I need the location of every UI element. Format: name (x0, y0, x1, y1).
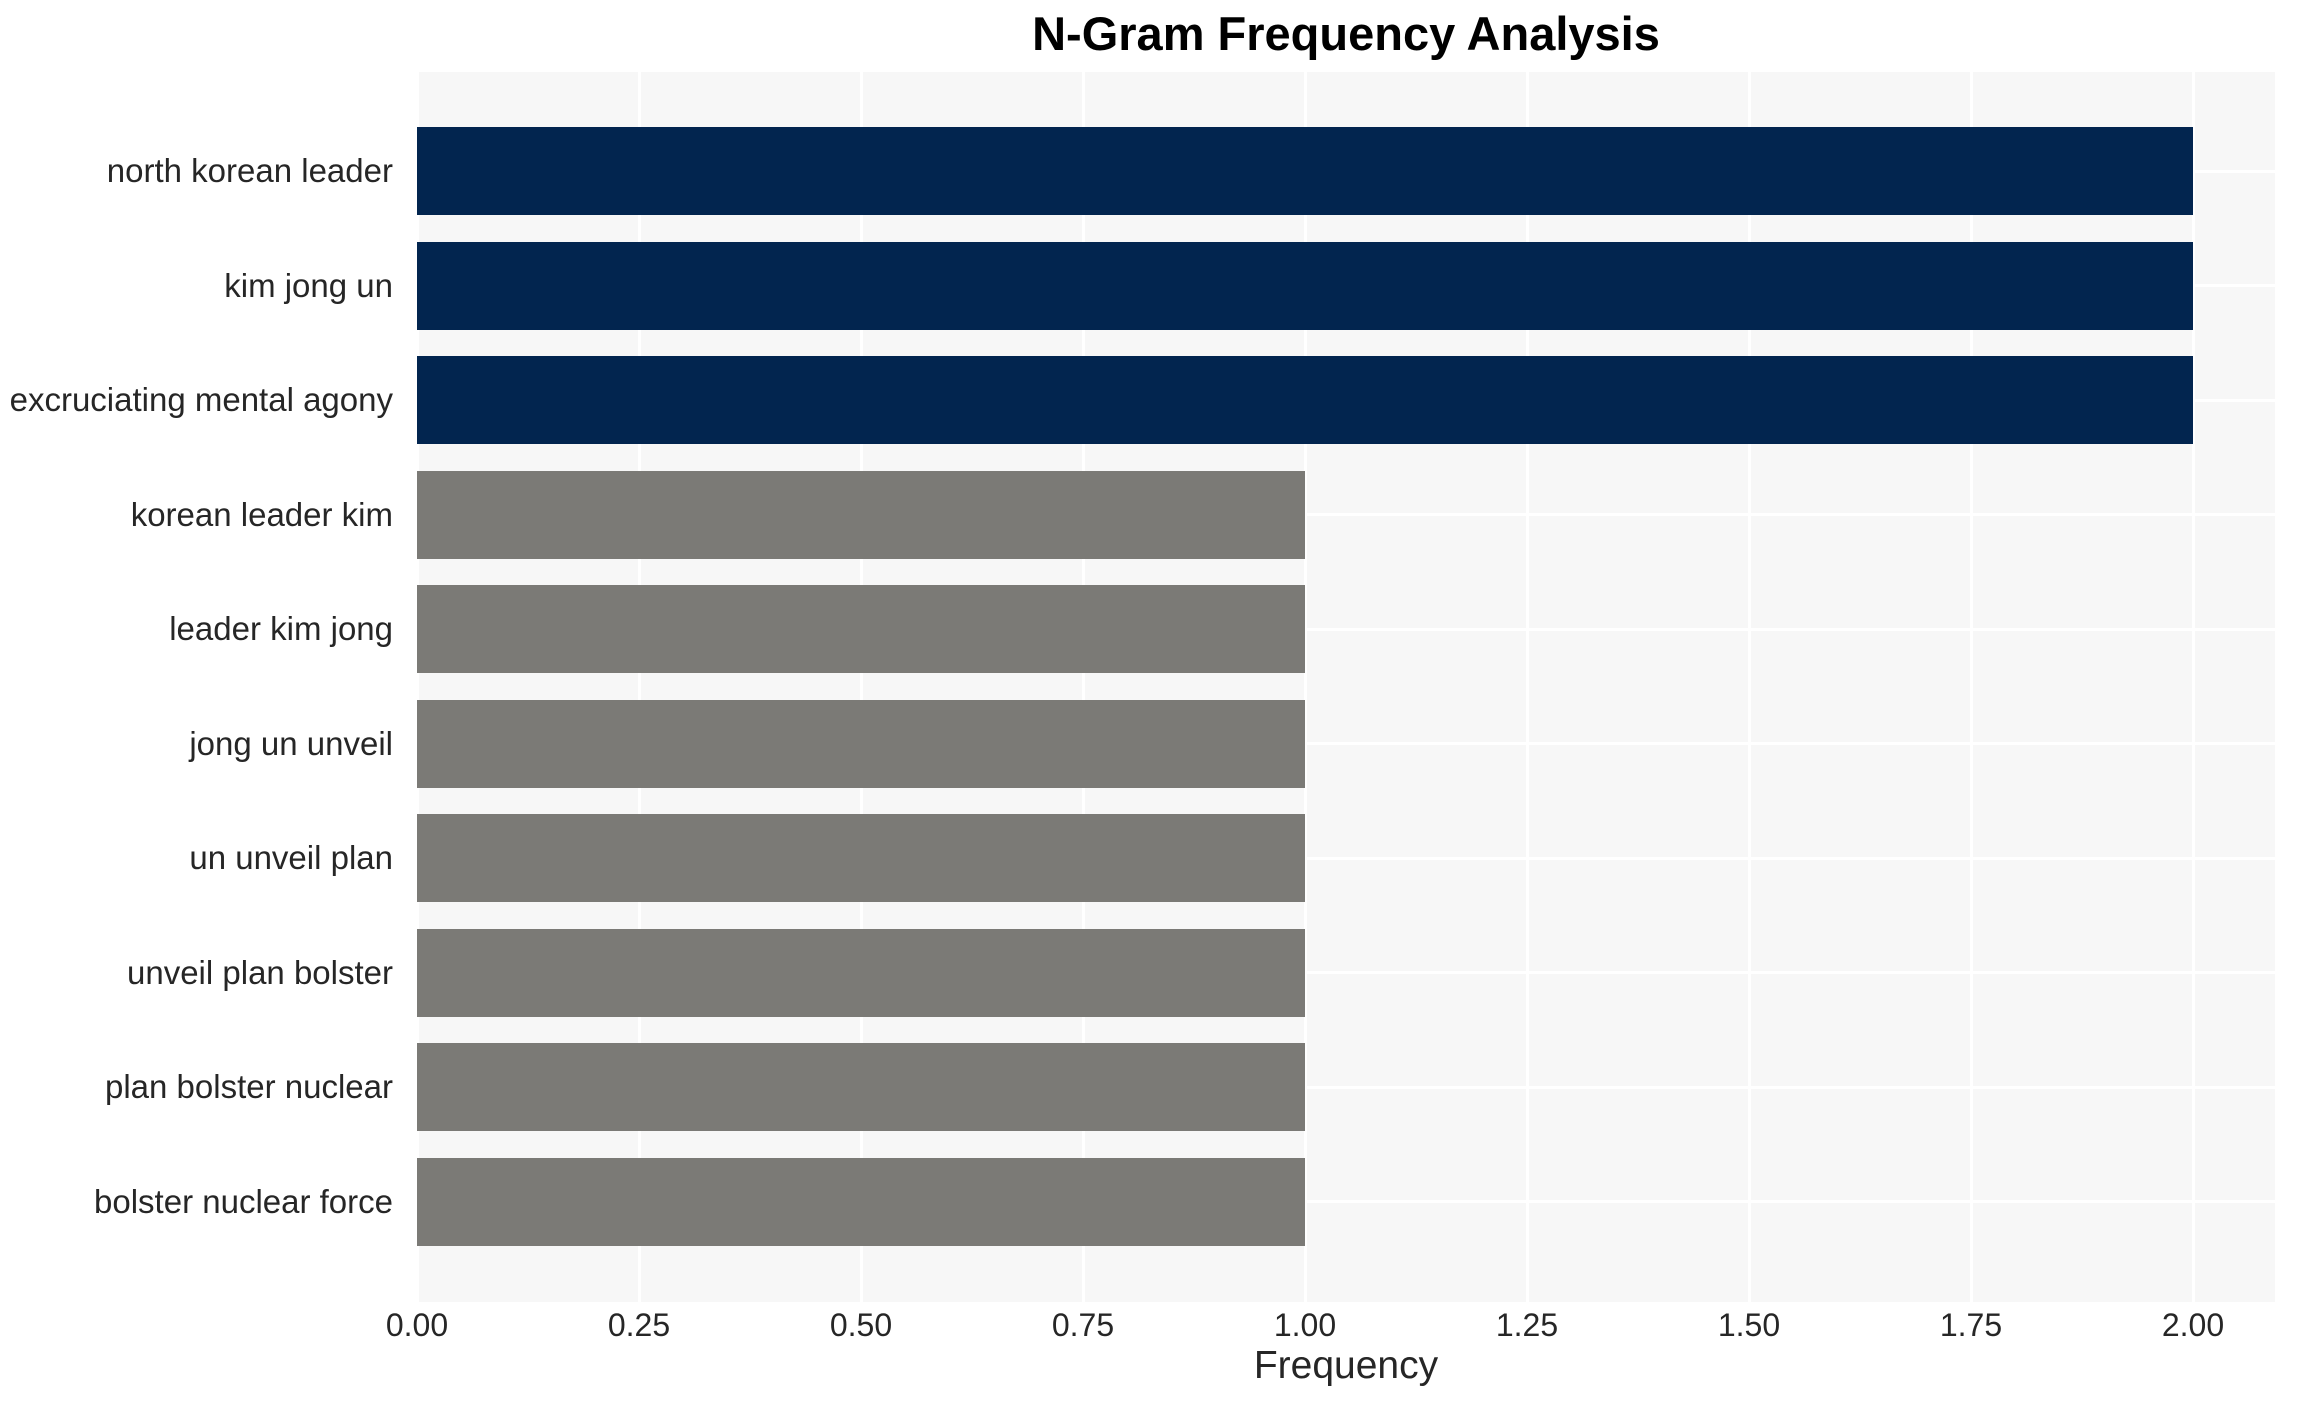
bar (417, 814, 1305, 902)
vertical-gridline (1525, 72, 1529, 1302)
horizontal-gridline (417, 742, 2275, 745)
x-tick-label: 1.75 (1939, 1307, 2003, 1343)
bar (417, 241, 2193, 330)
x-tick-label: 1.00 (1273, 1307, 1337, 1343)
vertical-gridline (2191, 72, 2195, 1302)
category-label: leader kim jong (169, 610, 393, 647)
x-tick-label: 0.25 (607, 1307, 671, 1343)
horizontal-gridline (417, 856, 2275, 860)
horizontal-gridline (417, 627, 2275, 631)
plot-area (417, 72, 2275, 1302)
vertical-gridline (1303, 72, 1307, 1302)
vertical-gridline (859, 72, 863, 1302)
category-label: plan bolster nuclear (104, 1068, 393, 1105)
bar (417, 1043, 1305, 1131)
category-label: north korean leader (106, 152, 393, 189)
bar (417, 356, 2193, 444)
horizontal-gridline (417, 513, 2275, 516)
x-axis-title: Frequency (1253, 1344, 1439, 1387)
category-label: unveil plan bolster (127, 953, 393, 991)
vertical-gridline (1747, 72, 1751, 1302)
bar (417, 699, 1305, 788)
vertical-gridline (417, 72, 419, 1302)
x-tick-label: 2.00 (2161, 1307, 2225, 1343)
horizontal-gridline (417, 1085, 2275, 1089)
horizontal-gridline (417, 1200, 2275, 1203)
chart-title: N-Gram Frequency Analysis (1032, 7, 1660, 60)
bar (417, 928, 1305, 1017)
category-label: jong un unveil (189, 724, 393, 762)
bar (417, 470, 1305, 559)
vertical-gridline (1969, 72, 1973, 1302)
category-label: kim jong un (224, 266, 393, 304)
y-axis-labels: north korean leader kim jong un excruciati… (0, 72, 405, 1302)
x-tick-label: 0.50 (829, 1307, 893, 1343)
category-label: bolster nuclear force (94, 1182, 393, 1220)
bar (417, 127, 2193, 215)
category-label: korean leader kim (130, 495, 393, 533)
vertical-gridline (637, 72, 641, 1302)
category-label: excruciating mental agony (9, 381, 393, 418)
vertical-gridline (1081, 72, 1085, 1302)
x-tick-label: 0.00 (385, 1307, 449, 1343)
category-label: un unveil plan (189, 839, 393, 876)
bar (417, 585, 1305, 673)
horizontal-gridline (417, 971, 2275, 974)
x-tick-label: 0.75 (1051, 1307, 1115, 1343)
x-tick-label: 1.25 (1495, 1307, 1559, 1343)
bar (417, 1157, 1305, 1246)
x-tick-label: 1.50 (1717, 1307, 1781, 1343)
